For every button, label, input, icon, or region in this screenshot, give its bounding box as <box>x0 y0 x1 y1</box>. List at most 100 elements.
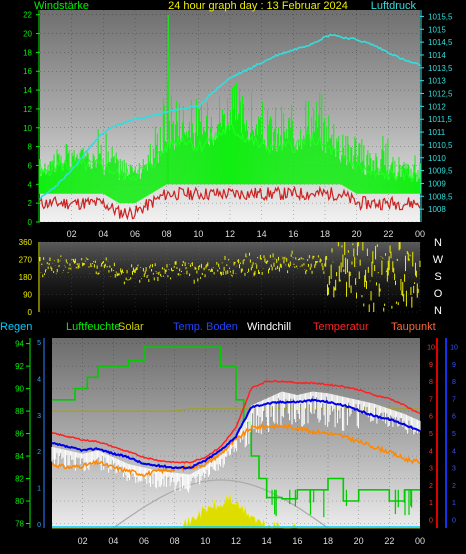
wind-mean-line <box>39 122 421 184</box>
panel3-x-tick-label: 22 <box>384 536 394 546</box>
panel1-series <box>39 14 421 221</box>
compass-letter: W <box>433 254 444 266</box>
ground-temp-y-tick-label: 7 <box>452 396 456 403</box>
ground-temp-y-tick-label: 6 <box>452 414 456 421</box>
compass-letter: N <box>434 237 442 249</box>
direction-y-tick-label: 0 <box>28 308 33 317</box>
pressure-y-tick-label: 1014,5 <box>428 38 453 47</box>
wind-y-tick-label: 16 <box>23 67 32 76</box>
temperature-y-tick-label: 1 <box>429 500 433 507</box>
legend-item-temperatur: Temperatur <box>313 321 369 333</box>
panel3-x-tick-label: 14 <box>262 536 272 546</box>
rain-y-tick-label: 0 <box>37 522 41 529</box>
wind-direction-series <box>39 242 421 312</box>
ground-temp-y-tick-label: 1 <box>452 500 456 507</box>
wind-y-tick-label: 12 <box>23 105 32 114</box>
temperatur-line <box>51 379 421 464</box>
panel1-x-tick-label: 16 <box>288 229 298 239</box>
pressure-y-tick-label: 1012 <box>428 102 446 111</box>
panel1-x-tick-label: 04 <box>98 229 108 239</box>
legend-item-regen: Regen <box>0 321 32 333</box>
direction-y-tick-label: 90 <box>23 291 32 300</box>
humidity-y-tick-label: 92 <box>15 362 24 371</box>
panel3-x-tick-label: 18 <box>323 536 333 546</box>
rain-y-tick-label: 1 <box>37 486 41 493</box>
wind-axis-title: Windstärke <box>34 0 89 12</box>
temperature-y-tick-label: 7 <box>429 396 433 403</box>
temperature-y-tick-label: 10 <box>427 345 435 352</box>
pressure-y-tick-label: 1010 <box>428 154 446 163</box>
rain-y-tick-label: 5 <box>37 340 41 347</box>
temperature-y-tick-label: 8 <box>429 379 433 386</box>
pressure-y-tick-label: 1010,5 <box>428 141 453 150</box>
temperature-y-tick-label: 6 <box>429 414 433 421</box>
pressure-y-tick-label: 1009,5 <box>428 167 453 176</box>
panel1-x-tick-label: 00 <box>415 229 425 239</box>
humidity-y-tick-label: 88 <box>15 407 24 416</box>
direction-y-tick-label: 360 <box>19 238 33 247</box>
ground-temp-y-tick-label: 2 <box>452 483 456 490</box>
compass-letter: N <box>434 305 442 317</box>
direction-y-tick-label: 270 <box>19 256 33 265</box>
temp-boden-line <box>51 398 421 470</box>
wind-y-tick-label: 20 <box>23 30 32 39</box>
ground-temp-y-tick-label: 3 <box>452 466 456 473</box>
humidity-y-tick-label: 90 <box>15 385 24 394</box>
rain-y-tick-label: 4 <box>37 376 41 383</box>
pressure-y-tick-label: 1012,5 <box>428 90 453 99</box>
legend-item-taupunkt: Taupunkt <box>391 321 436 333</box>
humidity-y-tick-label: 82 <box>15 475 24 484</box>
legend-item-solar: Solar <box>118 321 144 333</box>
compass-letter: O <box>434 288 443 300</box>
humidity-y-tick-label: 80 <box>15 497 24 506</box>
ground-temp-y-tick-label: 9 <box>452 362 456 369</box>
temperature-y-tick-label: 3 <box>429 466 433 473</box>
temperature-y-tick-label: 4 <box>429 448 433 455</box>
panel3-x-tick-label: 08 <box>170 536 180 546</box>
panel1-x-tick-label: 10 <box>193 229 203 239</box>
panel1-x-tick-label: 18 <box>320 229 330 239</box>
pressure-y-tick-label: 1015,5 <box>428 12 453 21</box>
pressure-axis-title: Luftdruck <box>371 0 417 12</box>
wind-y-tick-label: 14 <box>23 86 32 95</box>
wind-y-tick-label: 8 <box>28 143 33 152</box>
pressure-y-tick-label: 1009 <box>428 179 446 188</box>
panel3-x-tick-label: 12 <box>231 536 241 546</box>
panel3-x-tick-label: 02 <box>78 536 88 546</box>
taupunkt-line <box>51 422 421 478</box>
panel2-series <box>39 242 421 312</box>
pressure-y-tick-label: 1015 <box>428 25 446 34</box>
pressure-line <box>39 33 421 200</box>
panel3-x-tick-label: 20 <box>354 536 364 546</box>
rain-y-tick-label: 2 <box>37 449 41 456</box>
wind-y-tick-label: 10 <box>23 124 32 133</box>
wind-y-tick-label: 2 <box>28 199 33 208</box>
rain-y-tick-label: 3 <box>37 413 41 420</box>
pressure-y-tick-label: 1011 <box>428 128 446 137</box>
pressure-y-tick-label: 1011,5 <box>428 115 452 124</box>
temperature-y-tick-label: 0 <box>429 517 433 524</box>
pressure-y-tick-label: 1014 <box>428 51 446 60</box>
wind-y-tick-label: 4 <box>28 180 33 189</box>
legend-item-temp-boden: Temp. Boden <box>173 321 238 333</box>
panel3-x-tick-label: 06 <box>139 536 149 546</box>
humidity-line <box>52 346 420 502</box>
chart-title: 24 hour graph day : 13 Februar 2024 <box>168 0 348 12</box>
panel1-x-tick-label: 06 <box>130 229 140 239</box>
wind-y-tick-label: 18 <box>23 48 32 57</box>
pressure-y-tick-label: 1008,5 <box>428 192 453 201</box>
panel1-x-tick-label: 08 <box>162 229 172 239</box>
temperature-y-tick-label: 9 <box>429 362 433 369</box>
ground-temp-y-tick-label: 0 <box>452 517 456 524</box>
ground-temp-y-tick-label: 4 <box>452 448 456 455</box>
pressure-y-tick-label: 1013 <box>428 77 446 86</box>
panel3-x-tick-label: 16 <box>292 536 302 546</box>
panel1-x-tick-label: 02 <box>67 229 77 239</box>
panel1-x-tick-label: 22 <box>383 229 393 239</box>
panel3-x-tick-label: 00 <box>415 536 425 546</box>
